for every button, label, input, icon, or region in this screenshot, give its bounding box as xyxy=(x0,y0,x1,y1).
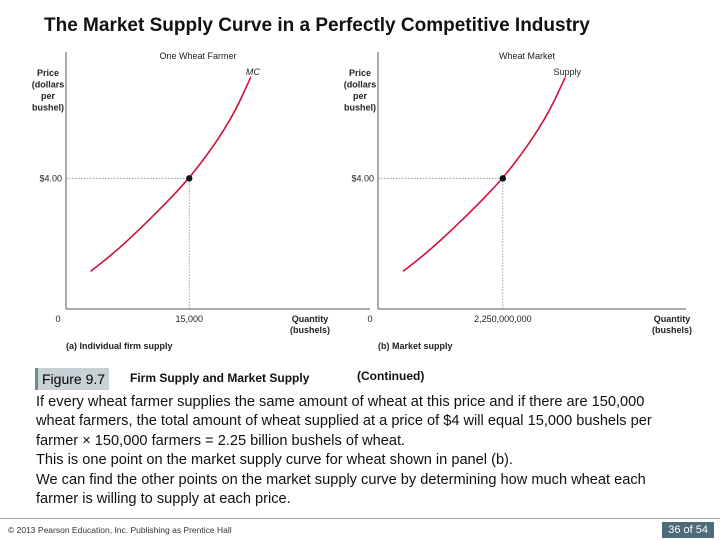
figure-label: Figure 9.7 xyxy=(35,368,110,390)
body-paragraph: We can find the other points on the mark… xyxy=(36,471,646,508)
y-axis-label: (dollars xyxy=(32,80,65,90)
footer: © 2013 Pearson Education, Inc. Publishin… xyxy=(0,518,720,541)
panel-label: (b) Market supply xyxy=(378,341,453,351)
origin-label: 0 xyxy=(367,314,372,324)
y-axis-label: (dollars xyxy=(344,80,377,90)
panel-title: One Wheat Farmer xyxy=(159,51,236,61)
slide-title: The Market Supply Curve in a Perfectly C… xyxy=(44,15,590,36)
x-axis-label: (bushels) xyxy=(290,325,330,335)
x-tick-label: 15,000 xyxy=(175,314,203,324)
y-axis-label: bushel) xyxy=(344,103,376,113)
x-axis-label: Quantity xyxy=(292,314,329,324)
y-tick-label: $4.00 xyxy=(39,173,62,183)
origin-label: 0 xyxy=(55,314,60,324)
figure-continued: (Continued) xyxy=(357,369,425,383)
copyright: © 2013 Pearson Education, Inc. Publishin… xyxy=(8,525,232,535)
x-axis-label: (bushels) xyxy=(652,325,692,335)
series-label: MC xyxy=(246,67,260,77)
equilibrium-point xyxy=(186,175,193,182)
y-axis-label: Price xyxy=(349,68,371,78)
chart-individual-firm: One Wheat FarmerPrice(dollarsperbushel)Q… xyxy=(32,51,370,351)
panel-label: (a) Individual firm supply xyxy=(66,341,173,351)
y-axis-label: per xyxy=(353,91,368,101)
body-paragraph: This is one point on the market supply c… xyxy=(36,452,513,469)
body-paragraph: If every wheat farmer supplies the same … xyxy=(36,394,652,449)
x-tick-label: 2,250,000,000 xyxy=(474,314,532,324)
y-tick-label: $4.00 xyxy=(351,173,374,183)
supply-curve xyxy=(402,76,567,273)
series-label: Supply xyxy=(554,67,582,77)
x-axis-label: Quantity xyxy=(654,314,691,324)
equilibrium-point xyxy=(499,175,507,182)
y-axis-label: per xyxy=(41,91,56,101)
panel-title: Wheat Market xyxy=(499,51,556,61)
y-axis-label: Price xyxy=(37,68,59,78)
page-number[interactable]: 36 of 54 xyxy=(662,522,714,538)
figure-caption: Firm Supply and Market Supply xyxy=(130,371,310,385)
y-axis-label: bushel) xyxy=(32,103,64,113)
supply-curve xyxy=(90,76,252,273)
body-text: If every wheat farmer supplies the same … xyxy=(36,393,686,509)
